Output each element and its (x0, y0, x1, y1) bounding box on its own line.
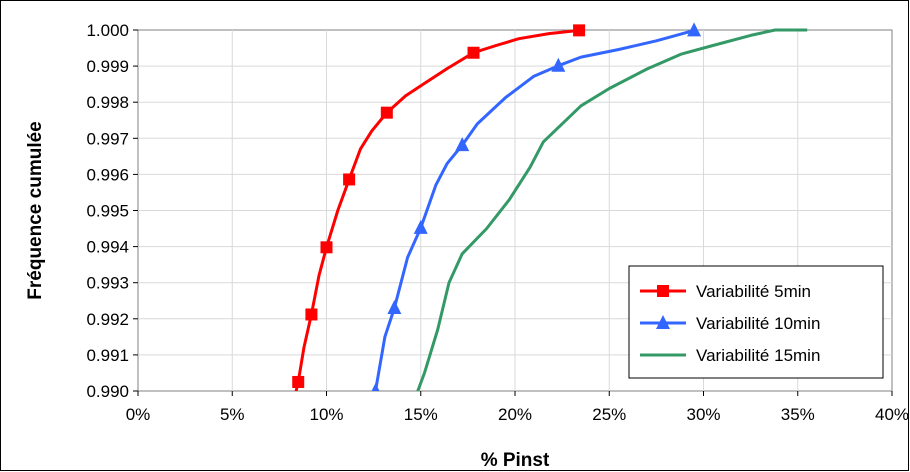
y-tick-label: 0.999 (86, 57, 129, 76)
legend-label: Variabilité 15min (696, 346, 820, 365)
series-group (416, 28, 808, 391)
data-point-triangle (455, 137, 470, 152)
data-point-square (573, 24, 586, 37)
data-point-square (657, 285, 669, 297)
x-axis-title: % Pinst (481, 450, 550, 471)
x-tick-label: 40% (875, 405, 909, 424)
tick-labels: 0% 5% 10% 15% 20% 25% 30% 35% 40% 0.990 0.991 0.992… (86, 21, 909, 424)
data-point-triangle (656, 315, 670, 329)
x-tick-label: 5% (220, 405, 245, 424)
y-tick-label: 0.994 (86, 238, 129, 257)
x-tick-label: 10% (309, 405, 343, 424)
data-point-triangle (371, 383, 380, 391)
data-point-triangle (687, 22, 702, 37)
x-tick-label: 20% (498, 405, 532, 424)
x-tick-label: 25% (592, 405, 626, 424)
y-tick-label: 0.997 (86, 129, 129, 148)
series-line (416, 28, 808, 391)
data-point-square (305, 308, 318, 321)
x-tick-label: 30% (686, 405, 720, 424)
data-point-square (320, 241, 333, 254)
y-tick-label: 0.998 (86, 93, 129, 112)
y-axis-title: Fréquence cumulée (25, 121, 46, 299)
data-point-square (292, 375, 305, 388)
y-tick-label: 0.991 (86, 346, 129, 365)
series-lines (292, 22, 808, 391)
y-tick-label: 1.000 (86, 21, 129, 40)
x-tick-label: 0% (126, 405, 151, 424)
y-tick-label: 0.995 (86, 202, 129, 221)
series-group (371, 22, 702, 391)
y-tick-label: 0.992 (86, 310, 129, 329)
legend-label: Variabilité 5min (696, 282, 811, 301)
y-tick-label: 0.990 (86, 382, 129, 401)
legend: Variabilité 5min Variabilité 10min Variabi… (628, 265, 884, 379)
data-point-triangle (551, 57, 566, 72)
x-tick-label: 15% (404, 405, 438, 424)
data-point-square (467, 46, 480, 59)
data-point-triangle (413, 219, 428, 234)
legend-label: Variabilité 10min (696, 314, 820, 333)
x-tick-label: 35% (781, 405, 815, 424)
y-tick-label: 0.996 (86, 165, 129, 184)
data-point-square (343, 173, 356, 186)
series-group (292, 24, 586, 391)
y-tick-label: 0.993 (86, 274, 129, 293)
data-point-square (380, 106, 393, 119)
data-point-triangle (387, 299, 402, 314)
